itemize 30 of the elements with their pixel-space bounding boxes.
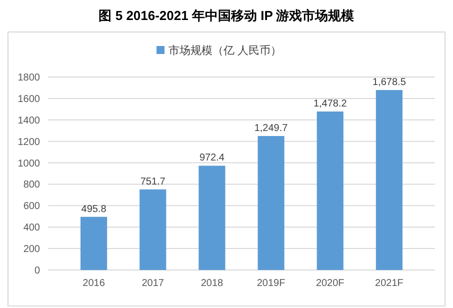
- bar: [140, 189, 166, 270]
- x-tick-label: 2017: [142, 278, 164, 289]
- y-tick-label: 1200: [18, 136, 40, 148]
- x-tick-label: 2021F: [375, 278, 404, 289]
- y-tick-label: 600: [23, 201, 40, 212]
- y-tick-label: 200: [23, 244, 40, 256]
- y-tick-label: 1400: [18, 115, 40, 126]
- bar: [316, 112, 344, 270]
- y-tick-label: 0: [34, 266, 40, 276]
- bar: [376, 90, 403, 270]
- x-tick-label: 2019F: [256, 278, 286, 289]
- bar: [198, 166, 226, 270]
- x-tick-label: 2018: [200, 278, 224, 289]
- x-tick-label: 2020F: [316, 278, 344, 289]
- text: 972.4: [199, 152, 224, 164]
- text: 751.7: [140, 176, 166, 188]
- y-tick-label: 1800: [18, 72, 40, 84]
- text: 495.8: [81, 204, 106, 215]
- text: 1,478.2: [313, 98, 347, 110]
- text: 1,249.7: [254, 123, 288, 134]
- chart-title: 图 5 2016-2021 年中国移动 IP 游戏市场规模: [98, 8, 354, 23]
- legend-label: 市场规模（亿 人民币）: [168, 44, 282, 57]
- y-tick-label: 800: [23, 180, 40, 191]
- bar: [80, 216, 108, 270]
- bar: [258, 136, 284, 270]
- y-tick-label: 400: [23, 222, 40, 234]
- x-tick-label: 2016: [82, 278, 106, 289]
- text: 1,678.5: [372, 77, 406, 88]
- y-tick-label: 1600: [18, 94, 40, 105]
- y-tick-label: 1000: [18, 158, 40, 170]
